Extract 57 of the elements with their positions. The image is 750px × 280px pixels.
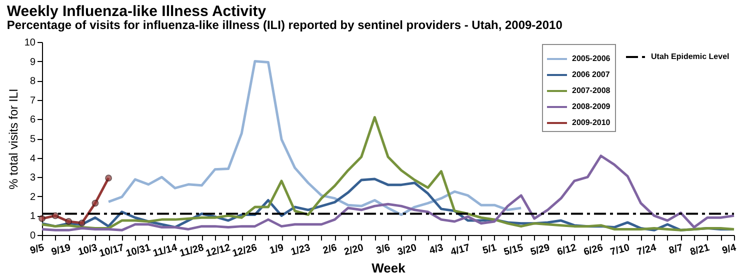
x-axis-title: Week: [372, 260, 406, 276]
x-tick-label: 10/31: [124, 242, 152, 260]
x-tick-label: 10/17: [98, 242, 126, 260]
y-tick-label: 9: [30, 56, 36, 68]
y-tick-label: 1: [30, 211, 36, 222]
point: [65, 218, 72, 225]
chart-subtitle: Percentage of visits for influenza-like illness (ILI) reported by sentinel providers - Utah, 2009-2010: [6, 18, 563, 32]
line-series: [107, 60, 522, 216]
x-tick-label: 6/26: [582, 242, 605, 258]
x-tick-label: 12/12: [204, 242, 232, 260]
x-tick-label: 3/6: [375, 242, 392, 257]
point: [105, 174, 112, 182]
x-tick-label: 8/21: [689, 242, 712, 258]
x-tick-label: 4/3: [428, 242, 445, 257]
x-tick-label: 11/28: [178, 242, 206, 260]
x-tick-label: 4/17: [450, 242, 472, 258]
x-tick-label: 6/12: [556, 242, 578, 258]
y-tick-label: 0: [30, 230, 36, 242]
y-tick-label: 7: [30, 95, 36, 106]
point: [52, 212, 59, 220]
x-tick-label: 10/3: [76, 242, 99, 258]
x-tick-label: 8/7: [668, 242, 685, 257]
x-tick-label: 12/26: [231, 242, 259, 260]
x-tick-label: 5/29: [529, 242, 552, 258]
x-tick-label: 5/1: [482, 242, 498, 257]
x-tick-label: 2/20: [343, 242, 366, 258]
x-tick-label: 7/24: [636, 242, 658, 258]
x-tick-label: 7/10: [609, 242, 632, 258]
x-tick-label: 3/20: [396, 242, 418, 258]
x-tick-label: 9/4: [721, 242, 738, 257]
y-tick-label: 3: [30, 172, 36, 184]
x-tick-label: 9/19: [50, 242, 72, 258]
legend-label: 2006 2007: [572, 70, 610, 79]
y-tick-label: 10: [24, 38, 36, 48]
x-tick-label: 2/6: [322, 242, 339, 257]
x-tick-label: 1/23: [290, 242, 312, 258]
point: [78, 220, 86, 226]
line-series: [40, 116, 736, 232]
y-tick-label: 2: [30, 192, 36, 203]
legend-label: 2008-2009: [572, 102, 611, 111]
legend-label: 2005-2006: [572, 54, 611, 63]
y-tick-label: 4: [30, 153, 36, 164]
chart-title: Weekly Influenza-like Illness Activity: [6, 3, 267, 20]
y-tick-label: 5: [30, 134, 36, 145]
line-series: [40, 154, 736, 232]
legend-label: Utah Epidemic Level: [651, 52, 730, 61]
x-tick-label: 9/5: [29, 242, 46, 257]
y-tick-label: 6: [30, 114, 36, 126]
legend-label: 2009-2010: [572, 118, 611, 127]
point: [38, 215, 46, 222]
y-tick-label: 8: [30, 76, 36, 88]
point: [92, 200, 99, 207]
y-axis-title: % total visits for ILI: [6, 88, 20, 190]
x-tick-label: 5/15: [502, 242, 525, 258]
x-tick-label: 1/9: [268, 242, 286, 257]
legend-label: 2007-2008: [572, 86, 611, 95]
x-tick-label: 11/14: [152, 242, 179, 260]
